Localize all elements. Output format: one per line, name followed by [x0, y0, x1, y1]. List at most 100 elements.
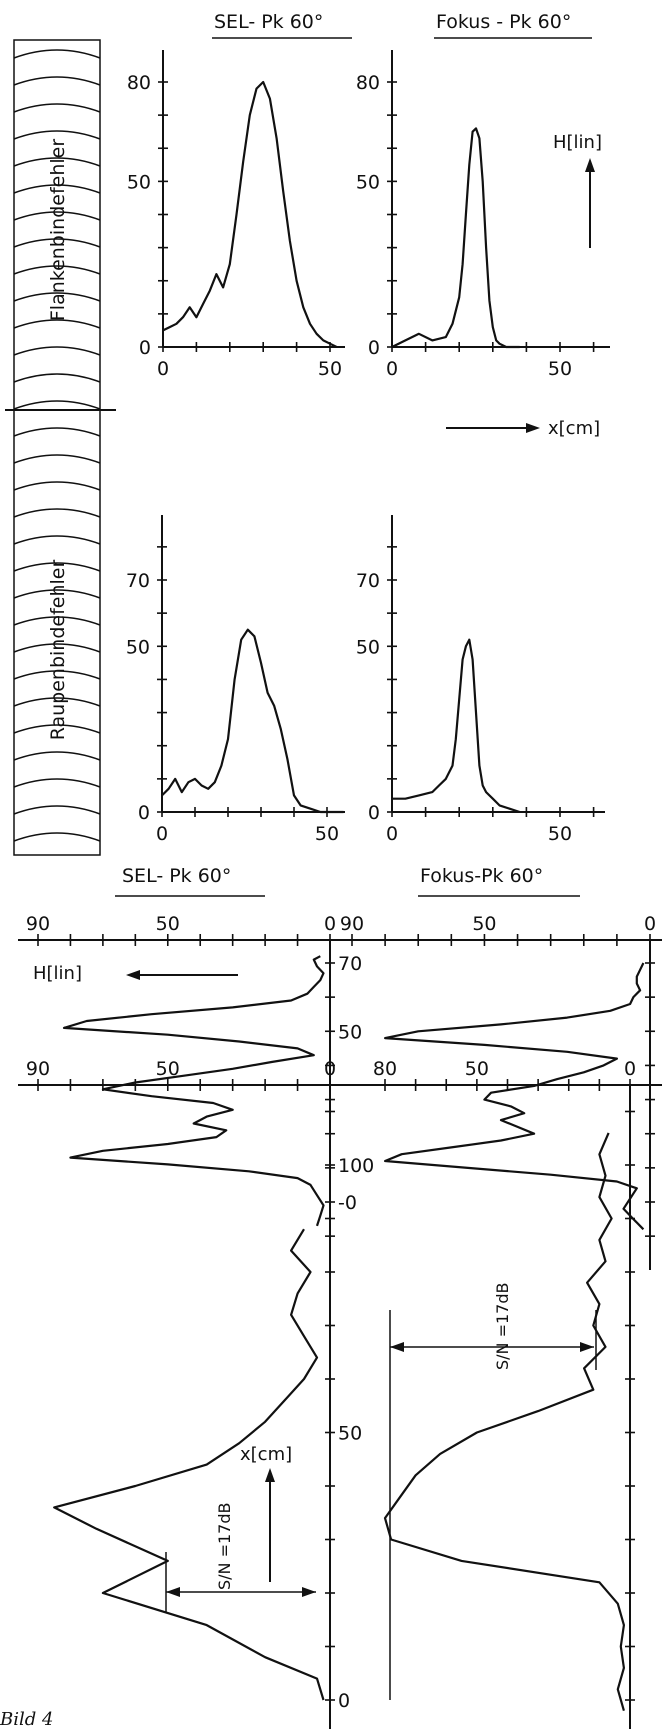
sn-annotation-left: S/N =17dB: [165, 1503, 316, 1612]
x-tick-label: 50: [548, 823, 572, 845]
weld-bead-arc: [13, 319, 101, 329]
h-tick-label: 50: [156, 913, 180, 935]
weld-bead-arc: [13, 805, 101, 815]
svg-text:S/N =17dB: S/N =17dB: [493, 1283, 512, 1371]
svg-text:H[lin]: H[lin]: [33, 963, 82, 984]
x-tick-label: 0: [157, 358, 169, 380]
y-tick-label: 70: [126, 570, 150, 592]
x-tick-label: 0: [156, 823, 168, 845]
p4-plot: 0 50 70 0 50: [356, 515, 605, 845]
weld-bead-arc: [13, 49, 101, 59]
weld-bead-arc: [13, 427, 101, 437]
sn-annotation-right: S/N =17dB: [389, 1283, 597, 1700]
weld-bead-arc: [13, 589, 101, 599]
weld-bead-arc: [13, 751, 101, 761]
weld-bead-arc: [13, 562, 101, 572]
h-tick-label: 50: [156, 1058, 180, 1080]
x-tick-label: 50: [315, 823, 339, 845]
title-fokus-mid: Fokus-Pk 60°: [420, 865, 543, 887]
weld-bead-arc: [13, 697, 101, 707]
x-tick-label: 50: [548, 358, 572, 380]
h-axis-arrow-up: H[lin]: [553, 132, 602, 248]
h-axis-arrow-left: H[lin]: [33, 963, 238, 984]
weld-bead-arc: [13, 184, 101, 194]
weld-bead-arc: [13, 265, 101, 275]
weld-bead-arc: [13, 454, 101, 464]
y-tick-label: 0: [368, 802, 380, 824]
weld-bead-arc: [13, 157, 101, 167]
shared-x-axis-labels: 0 50 100: [338, 1155, 374, 1712]
x-axis-arrow-right: x[cm]: [446, 418, 600, 439]
weld-bead-arc: [13, 535, 101, 545]
weld-bead-arc: [13, 778, 101, 788]
x-tick-label: 50: [338, 1021, 362, 1043]
x-tick-label: 50: [318, 358, 342, 380]
p7-plot: 90 50 0: [18, 1058, 340, 1729]
h-tick-label: 90: [26, 913, 50, 935]
x-tick-label: 50: [338, 1423, 362, 1445]
p3-plot: 0 50 70 0 50: [126, 515, 345, 845]
weld-bead-arc: [13, 670, 101, 680]
x-tick-label: 70: [338, 953, 362, 975]
y-tick-label: 80: [127, 72, 151, 94]
svg-text:H[lin]: H[lin]: [553, 132, 602, 153]
svg-text:x[cm]: x[cm]: [548, 418, 600, 439]
weld-bead-arc: [13, 616, 101, 626]
p8-plot: 80 50 0: [340, 1058, 662, 1729]
weld-bead-arc: [13, 130, 101, 140]
weld-cross-section: Flankenbindefehler Raupenbindefehler: [5, 39, 116, 856]
weld-bead-arc: [13, 373, 101, 383]
y-tick-label: 0: [139, 337, 151, 359]
x-tick-label: -0: [338, 1192, 357, 1214]
h-tick-label: 50: [465, 1058, 489, 1080]
weld-bead-arc: [13, 643, 101, 653]
weld-bead-arc: [13, 346, 101, 356]
p1-plot: 0 50 80 0 50: [127, 50, 345, 380]
h-tick-label: 50: [472, 913, 496, 935]
x-tick-label: 0: [386, 823, 398, 845]
title-sel-mid: SEL- Pk 60°: [122, 865, 231, 887]
weld-bead-arc: [13, 211, 101, 221]
p6-plot: 90 50 0: [340, 913, 662, 1270]
title-sel-top: SEL- Pk 60°: [214, 11, 323, 33]
y-tick-label: 50: [356, 636, 380, 658]
data-curve: [162, 80, 338, 348]
h-tick-label: 0: [624, 1058, 636, 1080]
h-tick-label: 0: [324, 913, 336, 935]
y-tick-label: 0: [138, 802, 150, 824]
data-curve: [161, 628, 344, 814]
x-tick-label: 100: [338, 1155, 374, 1177]
svg-text:S/N =17dB: S/N =17dB: [215, 1503, 234, 1591]
x-tick-label: 0: [338, 1690, 350, 1712]
h-tick-label: 90: [340, 913, 364, 935]
x-tick-label: 0: [386, 358, 398, 380]
weld-label-raupen: Raupenbindefehler: [47, 560, 69, 741]
data-curve: [392, 638, 521, 814]
weld-bead-arc: [13, 832, 101, 842]
weld-bead-arc: [13, 481, 101, 491]
y-tick-label: 0: [368, 337, 380, 359]
h-tick-label: 0: [324, 1058, 336, 1080]
weld-bead-arc: [13, 76, 101, 86]
data-curve: [62, 955, 325, 1227]
data-curve: [383, 1132, 625, 1712]
title-fokus-top: Fokus - Pk 60°: [436, 11, 571, 33]
x-axis-arrow-up: x[cm]: [240, 1444, 292, 1582]
weld-label-flanken: Flankenbindefehler: [47, 139, 69, 321]
h-tick-label: 80: [373, 1058, 397, 1080]
weld-bead-arc: [13, 508, 101, 518]
svg-text:x[cm]: x[cm]: [240, 1444, 292, 1465]
weld-bead-arc: [13, 400, 101, 410]
weld-bead-arc: [13, 292, 101, 302]
data-curve: [384, 962, 645, 1231]
y-tick-label: 70: [356, 570, 380, 592]
p2-plot: 0 50 80 0 50: [356, 50, 610, 380]
weld-bead-arc: [13, 724, 101, 734]
weld-bead-arc: [13, 103, 101, 113]
h-tick-label: 0: [644, 913, 656, 935]
weld-bead-arc: [13, 238, 101, 248]
y-tick-label: 50: [126, 636, 150, 658]
data-curve: [391, 127, 520, 349]
figure-caption: Bild 4: [0, 1709, 53, 1729]
